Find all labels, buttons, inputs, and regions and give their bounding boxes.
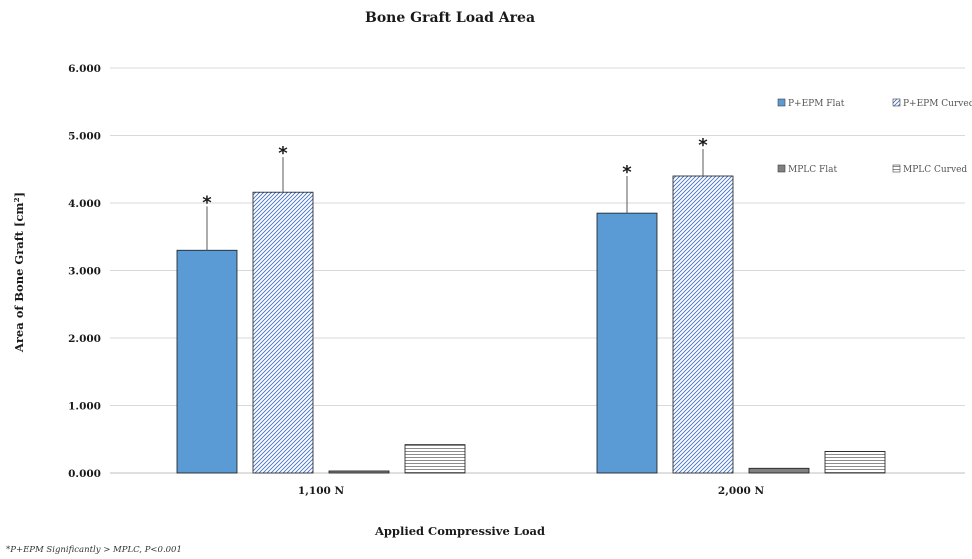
- error-bars: [206, 149, 704, 251]
- legend-swatch-mplc-flat: [777, 164, 786, 173]
- x-axis-ticks: 1,100 N 2,000 N: [298, 485, 765, 497]
- y-tick-label: 6.000: [68, 63, 101, 75]
- bar-mplc-flat-2-000-n: [748, 467, 810, 474]
- legend-label-p-epm-curved: P+EPM Curved: [903, 99, 972, 109]
- y-tick-label: 3.000: [68, 266, 101, 278]
- legend-swatch-p-epm-curved: [892, 98, 901, 107]
- y-tick-label: 4.000: [68, 198, 101, 210]
- y-tick-label: 5.000: [68, 131, 101, 143]
- bar-mplc-flat-1-100-n: [328, 470, 390, 474]
- x-tick-label: 1,100 N: [298, 485, 345, 497]
- significance-star: *: [622, 162, 632, 183]
- y-axis-ticks: 0.000 1.000 2.000 3.000 4.000 5.000 6.000: [68, 63, 101, 480]
- bar-p-epm-curved-1-100-n: [252, 191, 314, 474]
- legend: P+EPM Flat P+EPM Curved MPLC Flat MPLC Curv…: [777, 98, 972, 175]
- chart-title: Bone Graft Load Area: [365, 10, 535, 26]
- bar-mplc-curved-1-100-n: [404, 444, 466, 474]
- significance-star: *: [698, 135, 708, 156]
- x-tick-label: 2,000 N: [718, 485, 765, 497]
- legend-swatch-mplc-curved: [892, 164, 901, 173]
- significance-star: *: [202, 192, 212, 213]
- bar-p-epm-flat-2-000-n: [596, 212, 658, 474]
- y-tick-label: 1.000: [68, 401, 101, 413]
- x-axis-label: Applied Compressive Load: [374, 524, 545, 538]
- y-tick-label: 0.000: [68, 468, 101, 480]
- legend-label-mplc-flat: MPLC Flat: [788, 165, 837, 175]
- bar-mplc-curved-2-000-n: [824, 450, 886, 474]
- footnote: *P+EPM Significantly > MPLC, P<0.001: [6, 545, 182, 555]
- bar-p-epm-curved-2-000-n: [672, 175, 734, 474]
- legend-label-p-epm-flat: P+EPM Flat: [788, 99, 845, 109]
- significance-markers: * * * *: [202, 135, 708, 213]
- gridlines: [110, 67, 965, 474]
- legend-swatch-p-epm-flat: [777, 98, 786, 107]
- bar-p-epm-flat-1-100-n: [176, 249, 238, 474]
- bars: [176, 175, 886, 474]
- y-axis-label: Area of Bone Graft [cm²]: [12, 192, 26, 353]
- y-tick-label: 2.000: [68, 333, 101, 345]
- legend-label-mplc-curved: MPLC Curved: [903, 165, 967, 175]
- significance-star: *: [278, 143, 288, 164]
